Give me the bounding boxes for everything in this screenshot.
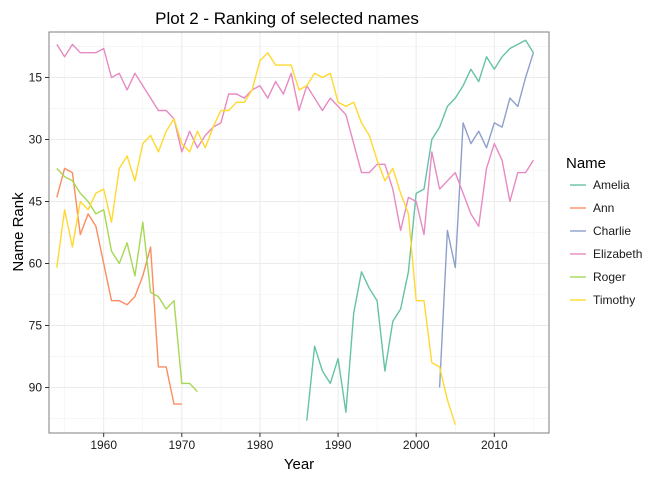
series-lines	[56, 39, 535, 425]
y-tick-label: 30	[29, 132, 43, 146]
x-tick-label: 2010	[481, 438, 508, 452]
x-axis: 1960 1970 1980 1990 2000 2010	[90, 433, 508, 452]
x-tick-label: 1990	[325, 438, 352, 452]
series-line-roger	[56, 167, 198, 393]
y-tick-label: 60	[29, 257, 43, 271]
series-line-amelia	[306, 39, 534, 421]
series-line-timothy	[56, 52, 456, 425]
legend-label-ann: Ann	[593, 201, 614, 215]
plot-panel-border	[48, 31, 550, 434]
x-tick-label: 2000	[403, 438, 430, 452]
legend-title: Name	[566, 155, 606, 172]
x-tick-label: 1970	[168, 438, 195, 452]
legend-label-elizabeth: Elizabeth	[593, 247, 642, 261]
x-axis-title: Year	[284, 456, 314, 473]
y-axis-title: Name Rank	[10, 192, 27, 272]
y-axis: 15 30 45 60 75 90	[29, 70, 49, 395]
legend: Name Amelia Ann Charlie Elizabeth Roger Timot…	[566, 155, 642, 307]
series-line-charlie	[438, 52, 535, 388]
legend-label-timothy: Timothy	[593, 293, 635, 307]
legend-label-amelia: Amelia	[593, 178, 630, 192]
y-tick-label: 15	[29, 70, 43, 84]
y-tick-label: 90	[29, 381, 43, 395]
y-tick-label: 45	[29, 194, 43, 208]
legend-label-roger: Roger	[593, 270, 626, 284]
legend-label-charlie: Charlie	[593, 224, 631, 238]
series-line-elizabeth	[56, 43, 534, 236]
y-tick-label: 75	[29, 319, 43, 333]
x-tick-label: 1980	[247, 438, 274, 452]
chart-title: Plot 2 - Ranking of selected names	[155, 9, 419, 28]
x-tick-label: 1960	[90, 438, 117, 452]
